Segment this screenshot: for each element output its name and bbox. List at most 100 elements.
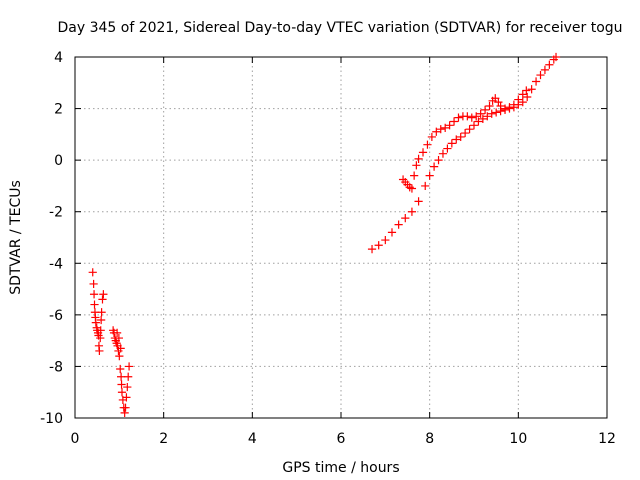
grid-lines xyxy=(75,57,607,418)
data-point xyxy=(401,214,410,223)
data-point xyxy=(99,290,108,299)
data-point xyxy=(114,333,123,343)
data-point xyxy=(480,105,490,114)
data-point xyxy=(518,98,527,107)
data-point xyxy=(117,388,127,397)
x-tick-labels: 0 2 4 6 8 10 12 xyxy=(71,431,616,447)
data-point xyxy=(421,181,430,191)
y-axis-label: SDTVAR / TECUs xyxy=(8,180,24,295)
data-point xyxy=(527,85,536,94)
data-point xyxy=(97,308,106,317)
y-tick-label: 2 xyxy=(54,102,63,118)
data-point xyxy=(445,121,454,130)
y-tick-labels: -10 -8 -6 -4 -2 0 2 4 xyxy=(40,50,63,427)
data-point xyxy=(545,60,554,69)
data-point xyxy=(95,346,104,356)
data-point xyxy=(90,300,99,309)
data-point xyxy=(443,144,452,153)
axis-ticks xyxy=(74,56,608,419)
series-group xyxy=(367,52,561,254)
series-group xyxy=(88,268,134,417)
data-point xyxy=(374,241,383,250)
data-point xyxy=(432,127,441,136)
data-point xyxy=(487,109,496,118)
data-point xyxy=(452,135,461,144)
data-point xyxy=(505,103,514,112)
data-point xyxy=(381,235,390,245)
data-points xyxy=(88,52,561,417)
data-point xyxy=(478,114,487,123)
x-axis-label: GPS time / hours xyxy=(282,460,399,476)
data-point xyxy=(523,92,532,102)
data-point xyxy=(454,113,463,122)
data-point xyxy=(425,171,434,180)
data-point xyxy=(500,104,510,113)
data-point xyxy=(407,184,417,193)
data-point xyxy=(436,125,445,134)
data-point xyxy=(438,149,448,158)
data-point xyxy=(414,154,423,163)
data-point xyxy=(540,65,550,74)
x-tick-label: 10 xyxy=(509,431,527,447)
data-point xyxy=(124,362,134,371)
data-point xyxy=(456,132,465,142)
data-point xyxy=(465,125,474,134)
data-point xyxy=(434,156,443,165)
data-point xyxy=(509,100,518,109)
data-point xyxy=(88,268,97,277)
data-point xyxy=(522,86,531,95)
data-point xyxy=(427,132,436,142)
data-point xyxy=(463,112,472,121)
data-point xyxy=(551,52,561,62)
data-point xyxy=(491,94,500,103)
y-tick-label: 0 xyxy=(54,153,63,169)
data-point xyxy=(496,101,505,111)
data-point xyxy=(414,197,423,206)
data-point xyxy=(418,148,428,157)
data-point xyxy=(410,171,419,180)
data-point xyxy=(423,140,432,149)
data-point xyxy=(122,393,131,402)
data-point xyxy=(485,101,494,111)
data-point xyxy=(97,315,106,325)
data-point xyxy=(449,117,459,126)
data-point xyxy=(115,352,124,361)
data-point xyxy=(467,113,476,122)
data-point xyxy=(394,220,403,229)
data-point xyxy=(120,408,129,417)
chart-title: Day 345 of 2021, Sidereal Day-to-day VTE… xyxy=(57,20,622,36)
data-point xyxy=(96,326,105,335)
y-tick-label: -10 xyxy=(40,411,63,427)
data-point xyxy=(123,382,132,392)
x-tick-label: 0 xyxy=(71,431,80,447)
x-tick-label: 6 xyxy=(337,431,346,447)
data-point xyxy=(407,207,417,216)
data-point xyxy=(492,108,501,117)
x-tick-label: 12 xyxy=(598,431,616,447)
data-point xyxy=(116,344,125,353)
data-point xyxy=(461,128,470,138)
x-tick-label: 8 xyxy=(425,431,434,447)
data-point xyxy=(96,333,105,343)
data-point xyxy=(514,95,523,104)
x-tick-label: 2 xyxy=(159,431,168,447)
y-tick-label: 4 xyxy=(54,50,63,66)
y-tick-label: -4 xyxy=(49,256,63,272)
data-point xyxy=(472,112,481,121)
data-point xyxy=(121,403,130,412)
data-point xyxy=(89,290,99,299)
data-point xyxy=(536,70,545,80)
x-tick-label: 4 xyxy=(248,431,257,447)
data-point xyxy=(441,123,450,133)
data-point xyxy=(91,318,100,327)
series-group xyxy=(398,86,531,193)
data-point xyxy=(113,328,122,338)
data-point xyxy=(117,372,126,381)
y-tick-label: -2 xyxy=(49,205,63,221)
data-point xyxy=(518,90,527,99)
data-point xyxy=(476,109,485,118)
data-point xyxy=(412,161,421,170)
y-tick-label: -6 xyxy=(49,308,63,324)
data-point xyxy=(474,117,483,126)
